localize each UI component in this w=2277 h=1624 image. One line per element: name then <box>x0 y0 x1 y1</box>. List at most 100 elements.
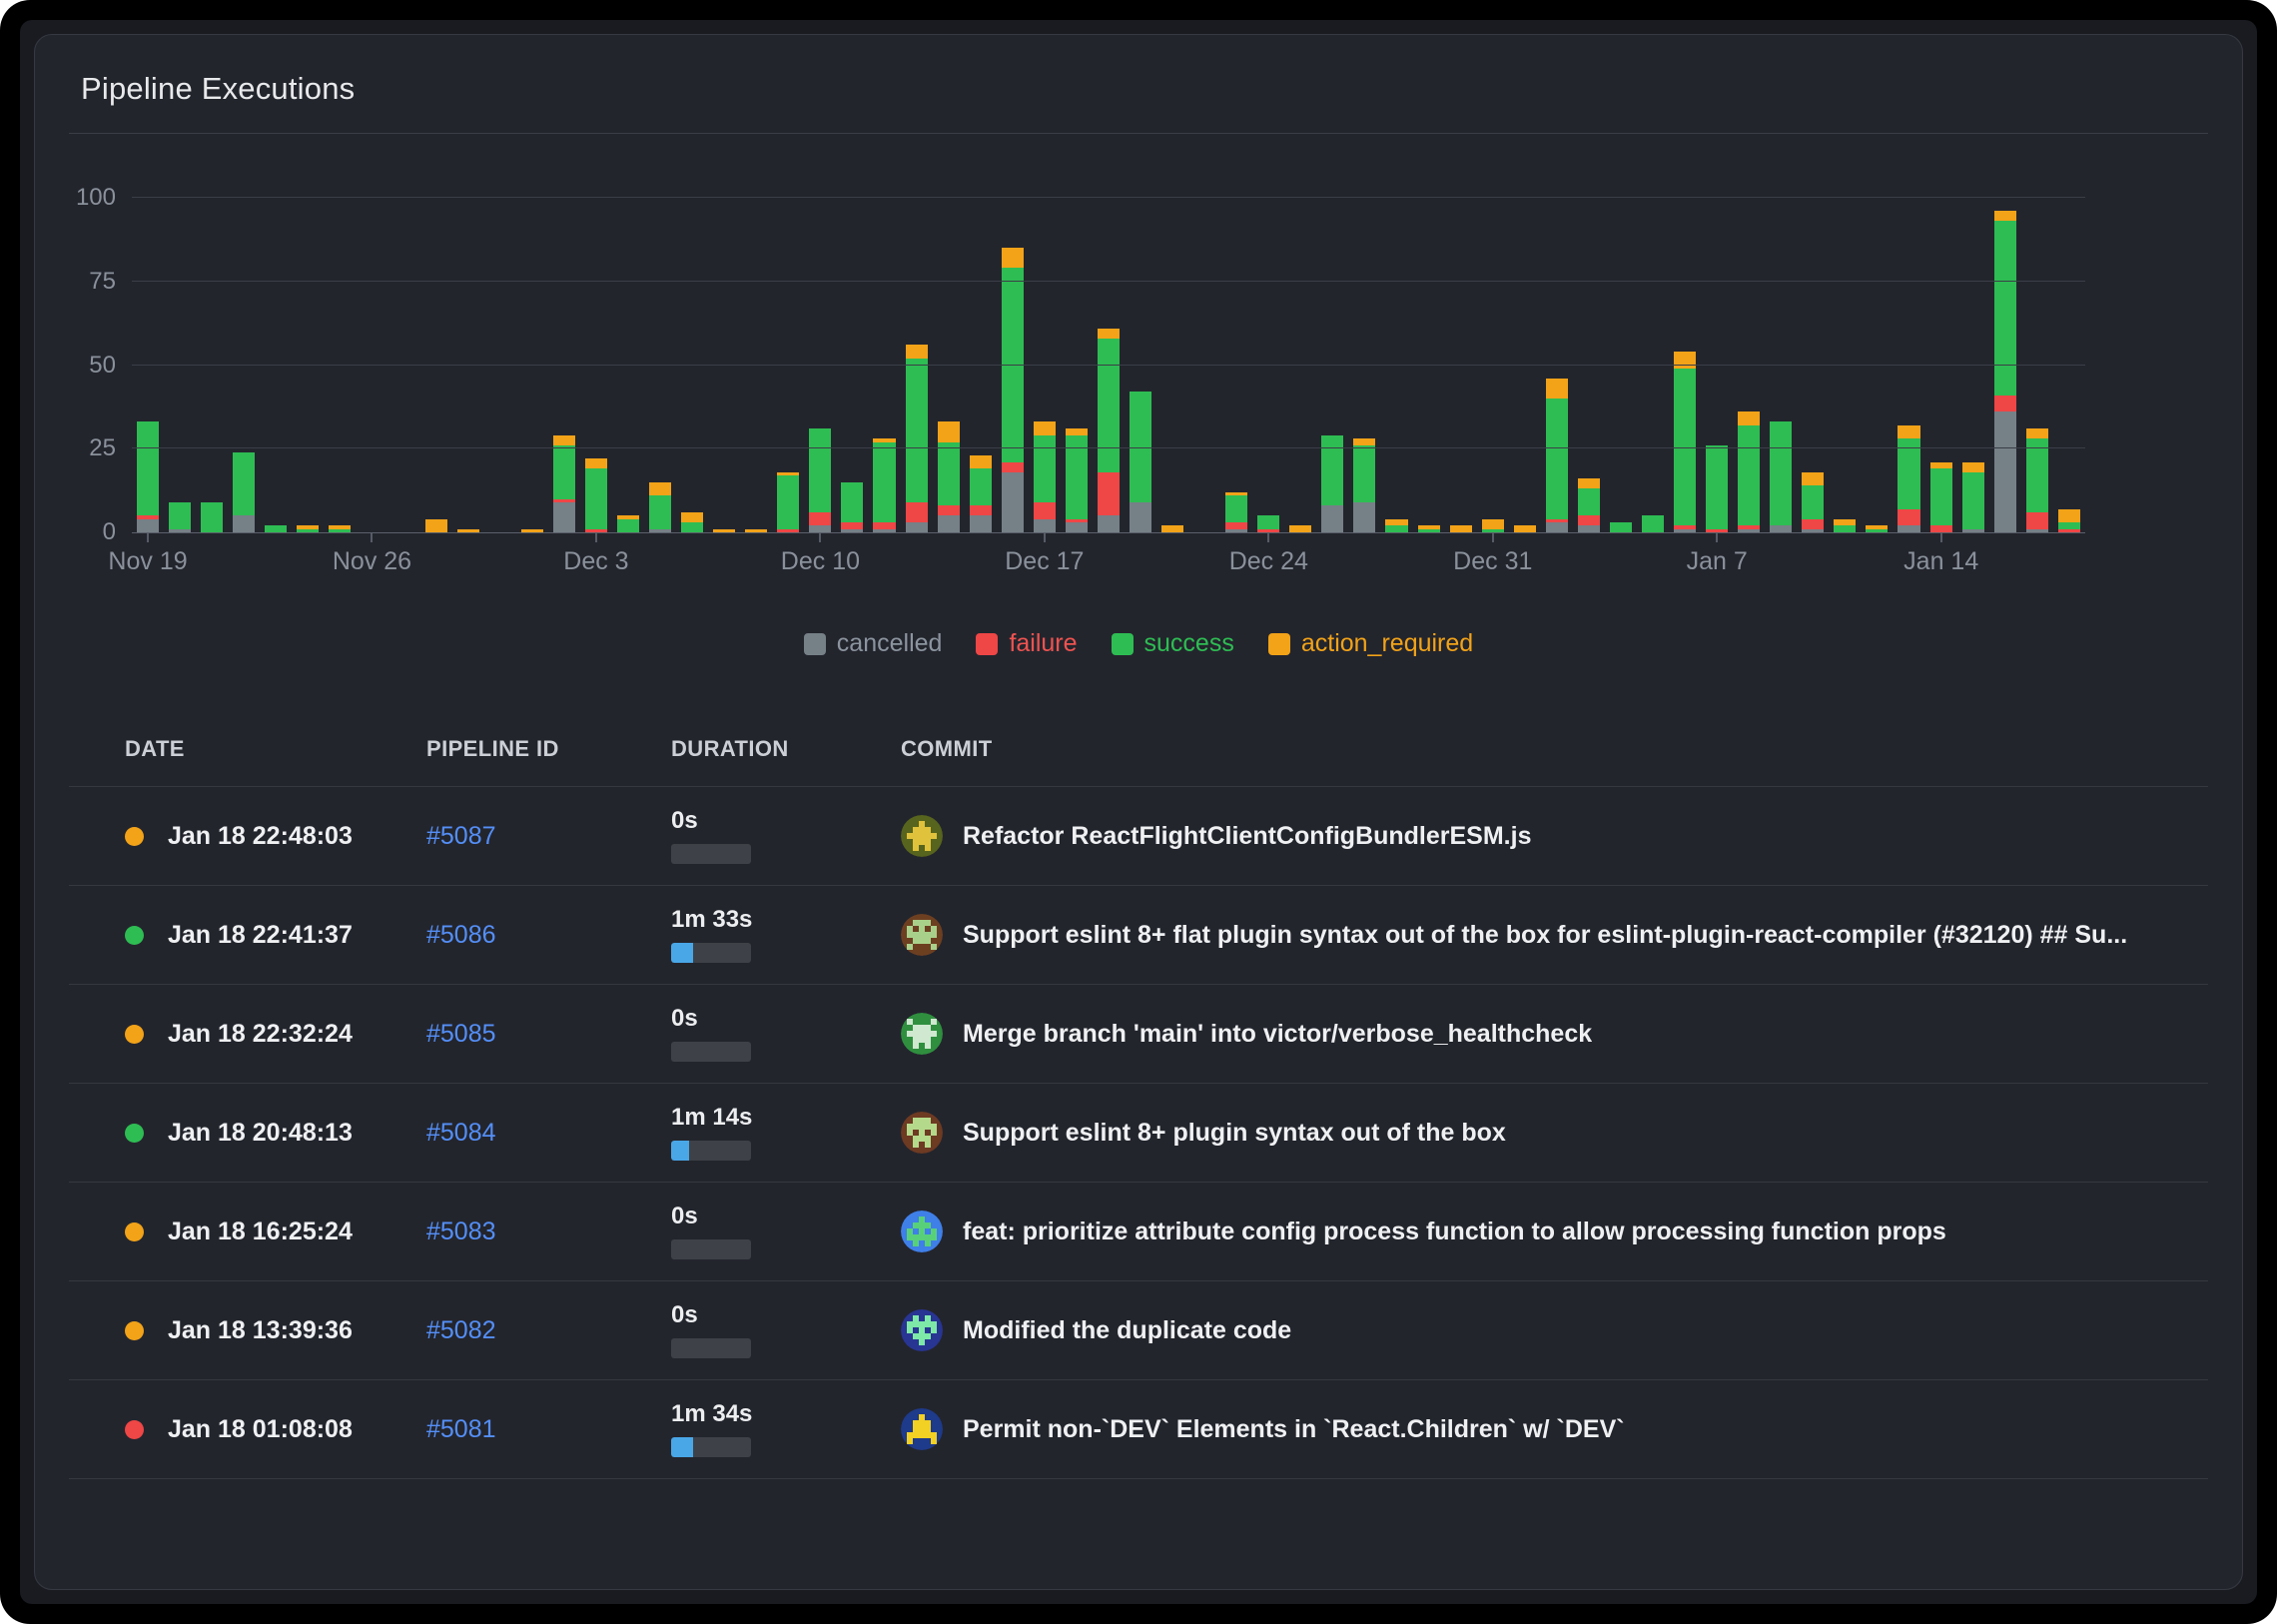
bar[interactable] <box>456 198 479 532</box>
bar[interactable] <box>520 198 543 532</box>
bar[interactable] <box>1961 198 1984 532</box>
bar[interactable] <box>1033 198 1056 532</box>
bar[interactable] <box>873 198 896 532</box>
bar[interactable] <box>137 198 160 532</box>
bar[interactable] <box>1065 198 1088 532</box>
table-row: Jan 18 22:32:24 #5085 0s Merge branch 'm… <box>69 985 2208 1084</box>
bar[interactable] <box>1834 198 1857 532</box>
bar-segment-success <box>1866 528 1889 532</box>
bar[interactable] <box>1802 198 1825 532</box>
bar-segment-action_required <box>969 454 992 469</box>
bar[interactable] <box>297 198 320 532</box>
bar[interactable] <box>969 198 992 532</box>
bar[interactable] <box>1097 198 1120 532</box>
bar[interactable] <box>1929 198 1952 532</box>
bar[interactable] <box>1385 198 1408 532</box>
bar[interactable] <box>1738 198 1761 532</box>
bar-segment-success <box>1834 525 1857 532</box>
bar[interactable] <box>1770 198 1793 532</box>
bar[interactable] <box>1577 198 1600 532</box>
bar[interactable] <box>552 198 575 532</box>
bar-segment-failure <box>2057 528 2080 532</box>
bar[interactable] <box>649 198 672 532</box>
bar[interactable] <box>329 198 352 532</box>
column-header-pipeline-id: PIPELINE ID <box>426 736 559 761</box>
pipeline-link[interactable]: #5083 <box>426 1217 496 1245</box>
bar[interactable] <box>1674 198 1697 532</box>
bar[interactable] <box>809 198 832 532</box>
legend-item-cancelled: cancelled <box>803 629 942 658</box>
bar-segment-success <box>2057 521 2080 529</box>
duration-cell: 1m 33s <box>671 907 901 963</box>
pipeline-executions-card: Pipeline Executions 0 25 50 75 100 Nov 19 Nov… <box>34 34 2243 1590</box>
bar[interactable] <box>1706 198 1729 532</box>
commit-avatar <box>901 1013 943 1055</box>
bar[interactable] <box>841 198 864 532</box>
commit-message: Support eslint 8+ flat plugin syntax out… <box>963 920 2128 949</box>
bar[interactable] <box>2057 198 2080 532</box>
bar[interactable] <box>937 198 960 532</box>
bar[interactable] <box>1193 198 1215 532</box>
pipeline-link[interactable]: #5086 <box>426 920 496 949</box>
pipeline-link[interactable]: #5084 <box>426 1118 496 1147</box>
bar-segment-success <box>265 525 288 532</box>
bar-segment-success <box>584 468 607 529</box>
bar[interactable] <box>1513 198 1536 532</box>
bar[interactable] <box>1609 198 1632 532</box>
commit-avatar <box>901 1408 943 1450</box>
x-tick <box>819 533 822 542</box>
bar[interactable] <box>1321 198 1344 532</box>
bar[interactable] <box>1545 198 1568 532</box>
bar[interactable] <box>1129 198 1151 532</box>
bar[interactable] <box>584 198 607 532</box>
pipeline-link[interactable]: #5087 <box>426 821 496 850</box>
bar[interactable] <box>1641 198 1664 532</box>
bar[interactable] <box>393 198 415 532</box>
app-panel: Pipeline Executions 0 25 50 75 100 Nov 19 Nov… <box>20 20 2257 1604</box>
bar[interactable] <box>1866 198 1889 532</box>
bar[interactable] <box>1481 198 1504 532</box>
pipeline-link[interactable]: #5081 <box>426 1414 496 1443</box>
bar[interactable] <box>2025 198 2048 532</box>
bar-segment-action_required <box>937 421 960 442</box>
duration-cell: 0s <box>671 1302 901 1358</box>
bar[interactable] <box>1417 198 1440 532</box>
y-axis-label: 100 <box>75 184 116 211</box>
bar[interactable] <box>489 198 511 532</box>
commit-avatar <box>901 1309 943 1351</box>
bar[interactable] <box>201 198 224 532</box>
bar[interactable] <box>616 198 639 532</box>
bar[interactable] <box>1898 198 1920 532</box>
pipeline-link[interactable]: #5082 <box>426 1315 496 1344</box>
bar[interactable] <box>1257 198 1280 532</box>
bar[interactable] <box>424 198 447 532</box>
bar[interactable] <box>361 198 382 532</box>
bar-segment-success <box>1993 221 2016 396</box>
bar[interactable] <box>1161 198 1184 532</box>
bar[interactable] <box>1353 198 1376 532</box>
bar[interactable] <box>233 198 256 532</box>
bar[interactable] <box>1225 198 1248 532</box>
executions-chart: 0 25 50 75 100 Nov 19 Nov 26 Dec 3 Dec 10 Dec 17… <box>35 134 2242 585</box>
bar-segment-success <box>137 421 160 516</box>
bar[interactable] <box>681 198 704 532</box>
bar[interactable] <box>777 198 800 532</box>
bar-segment-cancelled <box>1129 501 1151 532</box>
bar[interactable] <box>265 198 288 532</box>
bar[interactable] <box>169 198 192 532</box>
bar[interactable] <box>1993 198 2016 532</box>
bar[interactable] <box>713 198 736 532</box>
bar-segment-success <box>1738 424 1761 526</box>
bar[interactable] <box>1449 198 1472 532</box>
bar[interactable] <box>1001 198 1024 532</box>
pipeline-link[interactable]: #5085 <box>426 1019 496 1048</box>
bar-segment-cancelled <box>1065 521 1088 532</box>
bar-segment-cancelled <box>1225 528 1248 532</box>
table-row: Jan 18 22:41:37 #5086 1m 33s Support esl… <box>69 886 2208 985</box>
bar[interactable] <box>905 198 928 532</box>
bar[interactable] <box>745 198 768 532</box>
pipeline-id-cell: #5086 <box>426 921 671 950</box>
bar[interactable] <box>1289 198 1312 532</box>
commit-cell: Refactor ReactFlightClientConfigBundlerE… <box>901 815 2208 857</box>
